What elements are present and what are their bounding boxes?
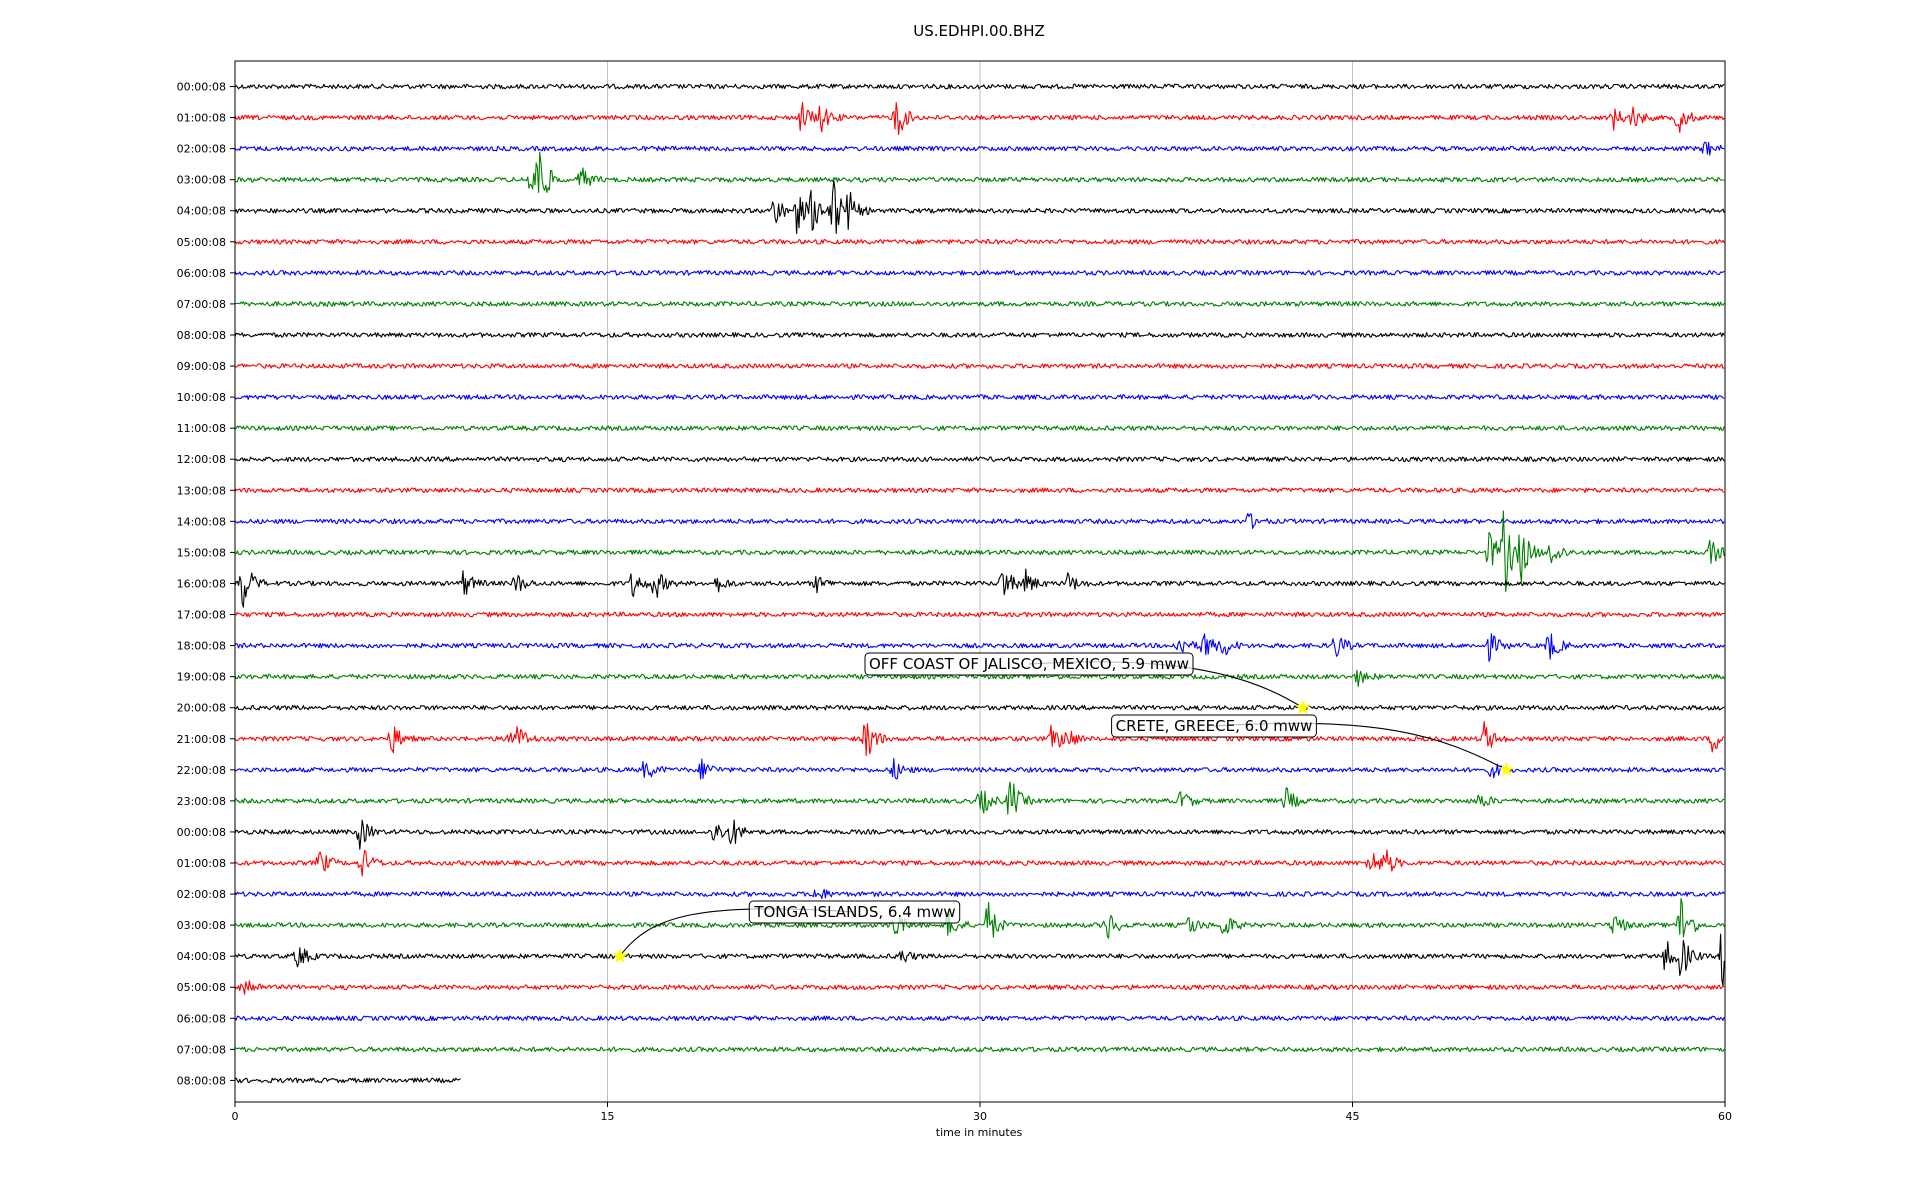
trace-row-7 bbox=[234, 301, 1725, 307]
x-tick-label-4: 60 bbox=[1718, 1110, 1732, 1123]
row-label-31: 07:00:08 bbox=[177, 1043, 226, 1056]
row-label-16: 16:00:08 bbox=[177, 577, 226, 590]
chart-title: US.EDHPI.00.BHZ bbox=[913, 22, 1045, 40]
row-label-13: 13:00:08 bbox=[177, 484, 226, 497]
trace-row-1 bbox=[234, 101, 1725, 136]
event-star-marker-2 bbox=[612, 948, 628, 963]
trace-row-30 bbox=[234, 1015, 1725, 1022]
row-label-28: 04:00:08 bbox=[177, 950, 226, 963]
trace-row-32 bbox=[234, 1077, 461, 1084]
row-label-11: 11:00:08 bbox=[177, 422, 226, 435]
annotation-label-0: OFF COAST OF JALISCO, MEXICO, 5.9 mww bbox=[869, 655, 1189, 673]
trace-row-4 bbox=[234, 179, 1725, 235]
trace-row-23 bbox=[234, 781, 1725, 815]
row-label-5: 05:00:08 bbox=[177, 236, 226, 249]
row-label-25: 01:00:08 bbox=[177, 857, 226, 870]
x-tick-label-2: 30 bbox=[973, 1110, 987, 1123]
trace-row-31 bbox=[234, 1046, 1725, 1053]
x-tick-label-3: 45 bbox=[1346, 1110, 1360, 1123]
row-label-29: 05:00:08 bbox=[177, 981, 226, 994]
trace-row-3 bbox=[234, 151, 1725, 193]
event-star-marker-0 bbox=[1295, 699, 1311, 715]
trace-row-16 bbox=[234, 568, 1725, 608]
row-label-22: 22:00:08 bbox=[177, 764, 226, 777]
row-label-27: 03:00:08 bbox=[177, 919, 226, 932]
row-label-0: 00:00:08 bbox=[177, 81, 226, 94]
row-label-23: 23:00:08 bbox=[177, 795, 226, 808]
trace-row-14 bbox=[234, 512, 1725, 529]
row-label-24: 00:00:08 bbox=[177, 826, 226, 839]
event-annotations: OFF COAST OF JALISCO, MEXICO, 5.9 mww CRE… bbox=[612, 652, 1515, 963]
event-star-marker-1 bbox=[1498, 761, 1515, 777]
x-tick-label-1: 15 bbox=[601, 1110, 615, 1123]
row-label-10: 10:00:08 bbox=[177, 391, 226, 404]
trace-row-12 bbox=[234, 456, 1725, 463]
trace-row-9 bbox=[234, 363, 1725, 369]
trace-row-5 bbox=[234, 238, 1725, 245]
annotation-label-2: TONGA ISLANDS, 6.4 mww bbox=[753, 903, 955, 921]
row-label-4: 04:00:08 bbox=[177, 205, 226, 218]
axes: 0 15 30 45 60 00:00:08 01:00:08 02:00:08 03:00:0… bbox=[177, 81, 1732, 1124]
trace-row-8 bbox=[234, 332, 1725, 338]
trace-row-29 bbox=[234, 980, 1725, 995]
row-label-14: 14:00:08 bbox=[177, 515, 226, 528]
trace-row-22 bbox=[234, 758, 1725, 780]
trace-row-17 bbox=[234, 611, 1725, 618]
trace-row-11 bbox=[234, 425, 1725, 432]
row-label-26: 02:00:08 bbox=[177, 888, 226, 901]
x-tick-label-0: 0 bbox=[232, 1110, 239, 1123]
trace-row-2 bbox=[234, 141, 1725, 156]
trace-row-28 bbox=[234, 933, 1725, 987]
annotation-box-2 bbox=[748, 900, 961, 924]
row-label-19: 19:00:08 bbox=[177, 671, 226, 684]
row-label-17: 17:00:08 bbox=[177, 609, 226, 622]
row-label-7: 07:00:08 bbox=[177, 298, 226, 311]
row-label-30: 06:00:08 bbox=[177, 1012, 226, 1025]
trace-lines bbox=[234, 83, 1725, 1084]
row-label-3: 03:00:08 bbox=[177, 174, 226, 187]
row-label-9: 09:00:08 bbox=[177, 360, 226, 373]
trace-row-25 bbox=[234, 849, 1725, 877]
trace-row-6 bbox=[234, 270, 1725, 276]
row-label-12: 12:00:08 bbox=[177, 453, 226, 466]
trace-row-24 bbox=[234, 819, 1725, 850]
row-label-15: 15:00:08 bbox=[177, 546, 226, 559]
trace-row-18 bbox=[234, 633, 1725, 662]
row-label-21: 21:00:08 bbox=[177, 733, 226, 746]
row-label-20: 20:00:08 bbox=[177, 702, 226, 715]
trace-row-13 bbox=[234, 487, 1725, 494]
annotation-label-1: CRETE, GREECE, 6.0 mww bbox=[1116, 717, 1313, 735]
annotation-box-1 bbox=[1111, 714, 1317, 738]
row-label-8: 08:00:08 bbox=[177, 329, 226, 342]
x-axis-label: time in minutes bbox=[936, 1126, 1023, 1139]
row-label-2: 02:00:08 bbox=[177, 143, 226, 156]
row-label-1: 01:00:08 bbox=[177, 112, 226, 125]
annotation-box-0 bbox=[864, 652, 1194, 676]
trace-row-27 bbox=[234, 897, 1725, 939]
trace-row-0 bbox=[234, 83, 1725, 90]
row-label-32: 08:00:08 bbox=[177, 1074, 226, 1087]
row-label-18: 18:00:08 bbox=[177, 640, 226, 653]
row-label-6: 06:00:08 bbox=[177, 267, 226, 280]
trace-row-21 bbox=[234, 720, 1725, 757]
trace-row-10 bbox=[234, 394, 1725, 400]
trace-row-15 bbox=[234, 510, 1725, 593]
trace-row-26 bbox=[234, 888, 1725, 900]
trace-row-20 bbox=[234, 704, 1725, 711]
